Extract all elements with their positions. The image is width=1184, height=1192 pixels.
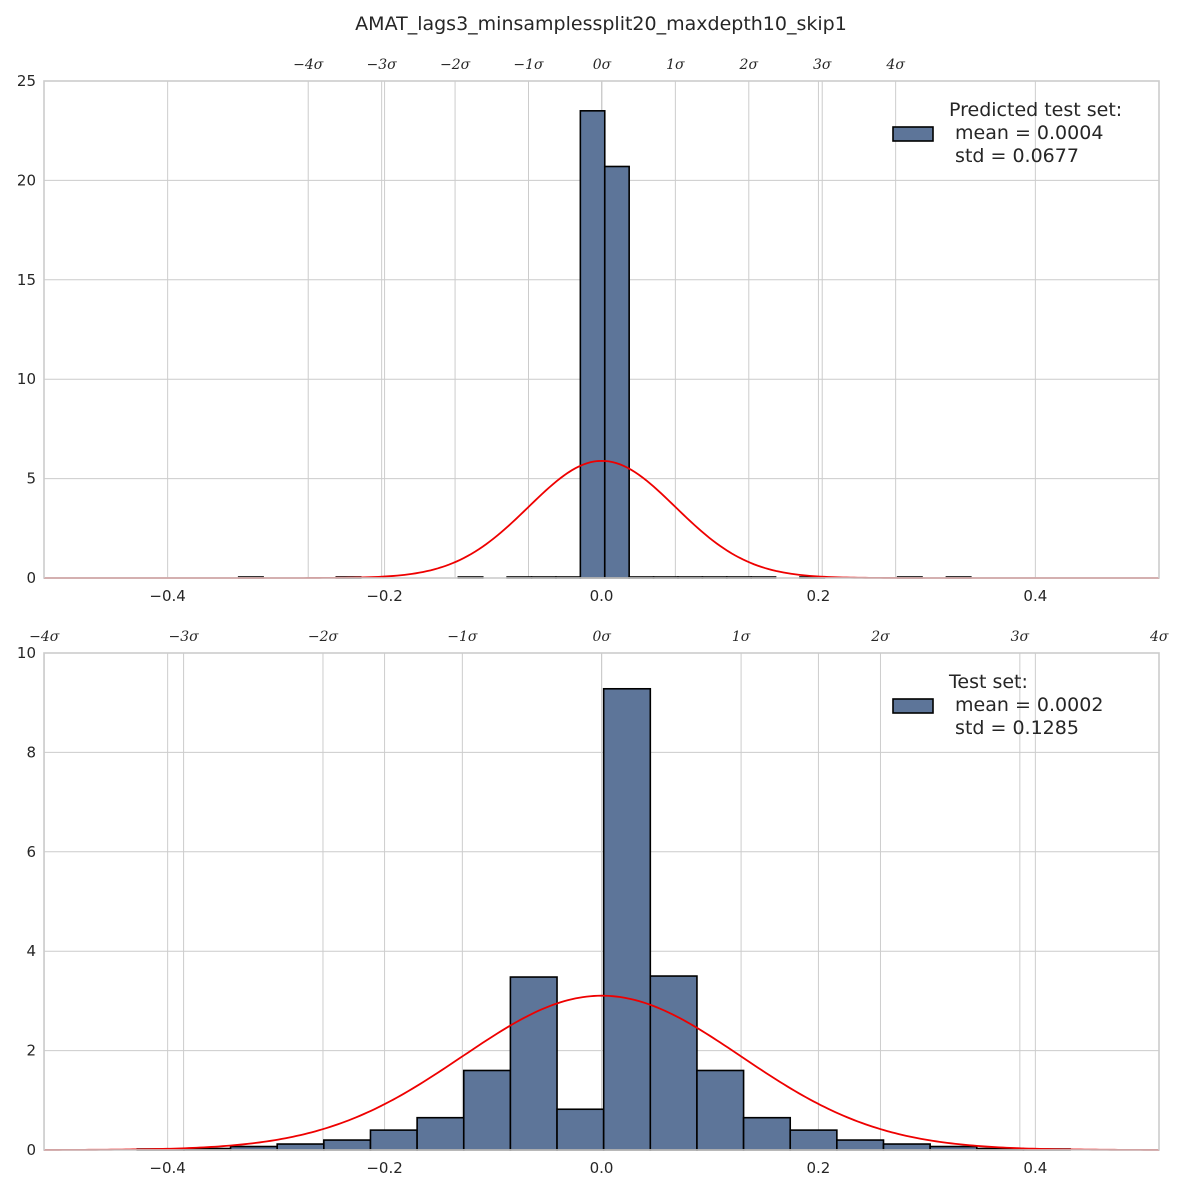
x-tick-label: 0.4 (1023, 1159, 1047, 1177)
x-tick-label: −0.4 (149, 1159, 185, 1177)
y-tick-label: 6 (26, 843, 36, 861)
legend-swatch (892, 126, 934, 142)
histogram-bar (602, 687, 652, 1151)
sigma-tick-label: −3σ (367, 57, 398, 73)
histogram-bar (369, 1129, 418, 1151)
legend-text-2: mean = 0.0004 (949, 122, 1103, 144)
sigma-tick-label: 3σ (813, 57, 832, 73)
y-tick-label: 10 (17, 644, 36, 662)
histogram-bar (882, 1143, 931, 1151)
legend-text-1: Test set: (948, 671, 1028, 693)
legend-swatch (892, 698, 934, 714)
sigma-tick-label: 4σ (1149, 629, 1169, 645)
top-histogram-panel: −0.4 −0.2 0.0 0.2 0.4 0 5 10 15 20 25 −4σ −3σ −2σ −1σ 0… (17, 57, 1160, 605)
sigma-tick-label: 3σ (1011, 629, 1030, 645)
histogram-bar (742, 1116, 792, 1151)
histogram-bar (462, 1069, 512, 1151)
sigma-tick-label: 4σ (885, 57, 905, 73)
sigma-tick-label: −2σ (440, 57, 471, 73)
plot-frame (43, 652, 1160, 1151)
legend-text-3: std = 0.0677 (949, 145, 1079, 167)
histogram-bar (789, 1129, 838, 1151)
x-tick-label: 0.0 (590, 587, 614, 605)
sigma-tick-label: 2σ (870, 629, 890, 645)
legend-text-2: mean = 0.0002 (949, 694, 1103, 716)
x-tick-label: −0.4 (149, 587, 185, 605)
sigma-tick-label: −1σ (513, 57, 544, 73)
histogram-bar (556, 1108, 605, 1151)
sigma-tick-label: −4σ (293, 57, 324, 73)
y-tick-label: 25 (17, 72, 36, 90)
sigma-tick-label: −1σ (447, 629, 478, 645)
y-tick-label: 4 (26, 942, 36, 960)
sigma-tick-label: −2σ (308, 629, 339, 645)
y-tick-label: 0 (26, 1141, 36, 1159)
histogram-bar (579, 110, 606, 579)
sigma-tick-label: 0σ (592, 629, 611, 645)
x-tick-label: 0.0 (590, 1159, 614, 1177)
x-tick-label: 0.4 (1023, 587, 1047, 605)
legend-text-3: std = 0.1285 (949, 717, 1079, 739)
y-tick-label: 15 (17, 271, 36, 289)
figure-title: AMAT_lags3_minsamplessplit20_maxdepth10_… (355, 13, 847, 35)
y-tick-label: 2 (26, 1042, 36, 1060)
legend: Predicted test set: mean = 0.0004 std = … (892, 99, 1122, 167)
sigma-tick-label: 0σ (593, 57, 612, 73)
normal-fit-curve (43, 994, 1160, 1151)
histogram-bar (836, 1139, 885, 1151)
histogram-bar (276, 1143, 325, 1151)
sigma-tick-label: −3σ (168, 629, 199, 645)
y-tick-label: 5 (26, 470, 36, 488)
x-tick-label: 0.2 (806, 587, 830, 605)
histogram-bar (509, 976, 558, 1151)
sigma-tick-label: 1σ (732, 629, 751, 645)
plot-frame (43, 80, 1160, 579)
legend-text-1: Predicted test set: (949, 99, 1122, 121)
x-tick-label: −0.2 (366, 587, 402, 605)
bottom-histogram-panel: −0.4 −0.2 0.0 0.2 0.4 0 2 4 6 8 10−4σ −3σ −2σ −1σ 0σ 1σ… (17, 629, 1169, 1177)
histogram-bar (649, 975, 698, 1151)
legend: Test set: mean = 0.0002 std = 0.1285 (892, 671, 1103, 739)
sigma-tick-label: 2σ (739, 57, 759, 73)
y-tick-label: 10 (17, 370, 36, 388)
sigma-tick-label: −4σ (29, 629, 60, 645)
histogram-bar (416, 1116, 465, 1151)
x-tick-label: −0.2 (366, 1159, 402, 1177)
y-tick-label: 20 (17, 171, 36, 189)
sigma-tick-label: 1σ (666, 57, 685, 73)
histogram-bar (603, 165, 630, 579)
histogram-bar (323, 1139, 372, 1151)
histogram-bar (696, 1069, 745, 1151)
y-tick-label: 0 (26, 569, 36, 587)
y-tick-label: 8 (26, 743, 36, 761)
x-tick-label: 0.2 (806, 1159, 830, 1177)
